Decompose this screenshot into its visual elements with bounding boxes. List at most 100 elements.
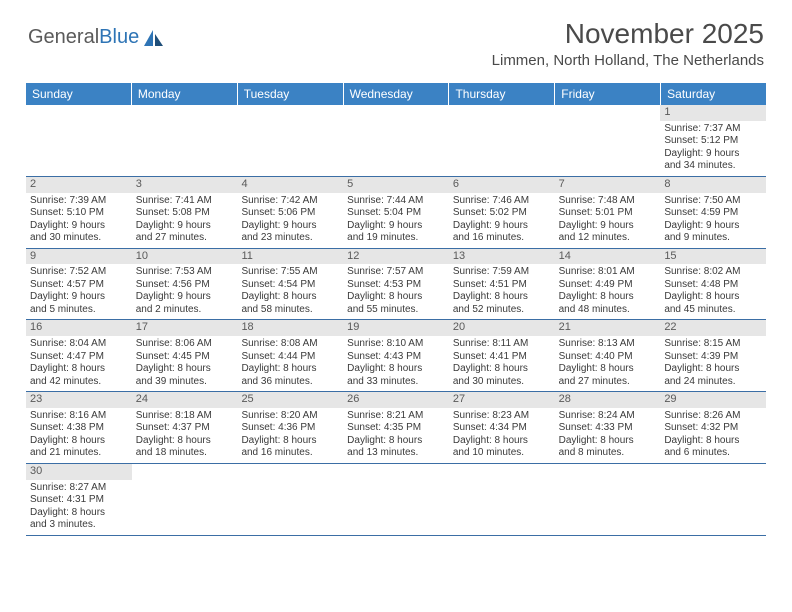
day-number: 11 — [237, 249, 343, 265]
title-block: November 2025 Limmen, North Holland, The… — [492, 18, 764, 69]
sunrise-text: Sunrise: 7:48 AM — [559, 195, 657, 208]
sunrise-text: Sunrise: 8:11 AM — [453, 338, 551, 351]
sunset-text: Sunset: 5:08 PM — [136, 207, 234, 220]
daylight-text: and 30 minutes. — [453, 376, 551, 389]
daylight-text: Daylight: 8 hours — [30, 363, 128, 376]
day-cell — [237, 105, 343, 176]
sunrise-text: Sunrise: 7:53 AM — [136, 266, 234, 279]
sunset-text: Sunset: 4:39 PM — [664, 351, 762, 364]
sunset-text: Sunset: 4:48 PM — [664, 279, 762, 292]
daylight-text: Daylight: 9 hours — [136, 291, 234, 304]
day-cell: 14Sunrise: 8:01 AMSunset: 4:49 PMDayligh… — [555, 249, 661, 320]
daylight-text: and 58 minutes. — [241, 304, 339, 317]
day-cell: 22Sunrise: 8:15 AMSunset: 4:39 PMDayligh… — [660, 320, 766, 391]
weekday-header: Wednesday — [344, 83, 450, 105]
sunrise-text: Sunrise: 8:26 AM — [664, 410, 762, 423]
daylight-text: Daylight: 9 hours — [664, 220, 762, 233]
daylight-text: Daylight: 8 hours — [453, 363, 551, 376]
day-cell: 2Sunrise: 7:39 AMSunset: 5:10 PMDaylight… — [26, 177, 132, 248]
day-cell: 4Sunrise: 7:42 AMSunset: 5:06 PMDaylight… — [237, 177, 343, 248]
sunrise-text: Sunrise: 8:16 AM — [30, 410, 128, 423]
daylight-text: and 45 minutes. — [664, 304, 762, 317]
day-number: 19 — [343, 320, 449, 336]
day-cell: 17Sunrise: 8:06 AMSunset: 4:45 PMDayligh… — [132, 320, 238, 391]
sunset-text: Sunset: 4:53 PM — [347, 279, 445, 292]
brand-logo: GeneralBlue — [28, 18, 165, 49]
day-number: 20 — [449, 320, 555, 336]
day-number: 30 — [26, 464, 132, 480]
day-cell: 29Sunrise: 8:26 AMSunset: 4:32 PMDayligh… — [660, 392, 766, 463]
sunrise-text: Sunrise: 7:59 AM — [453, 266, 551, 279]
daylight-text: and 12 minutes. — [559, 232, 657, 245]
sunset-text: Sunset: 5:02 PM — [453, 207, 551, 220]
sunrise-text: Sunrise: 8:20 AM — [241, 410, 339, 423]
sunset-text: Sunset: 4:57 PM — [30, 279, 128, 292]
sunset-text: Sunset: 4:54 PM — [241, 279, 339, 292]
sunset-text: Sunset: 4:35 PM — [347, 422, 445, 435]
sunset-text: Sunset: 4:37 PM — [136, 422, 234, 435]
sunset-text: Sunset: 4:51 PM — [453, 279, 551, 292]
day-number: 13 — [449, 249, 555, 265]
daylight-text: and 27 minutes. — [136, 232, 234, 245]
sail-icon — [143, 29, 165, 47]
sunrise-text: Sunrise: 8:18 AM — [136, 410, 234, 423]
daylight-text: Daylight: 8 hours — [241, 291, 339, 304]
day-cell: 10Sunrise: 7:53 AMSunset: 4:56 PMDayligh… — [132, 249, 238, 320]
sunrise-text: Sunrise: 8:24 AM — [559, 410, 657, 423]
sunset-text: Sunset: 4:47 PM — [30, 351, 128, 364]
day-number: 27 — [449, 392, 555, 408]
weekday-header: Thursday — [449, 83, 555, 105]
daylight-text: Daylight: 9 hours — [559, 220, 657, 233]
daylight-text: Daylight: 8 hours — [559, 363, 657, 376]
daylight-text: Daylight: 8 hours — [30, 435, 128, 448]
day-cell — [132, 105, 238, 176]
daylight-text: and 16 minutes. — [453, 232, 551, 245]
daylight-text: Daylight: 9 hours — [664, 148, 762, 161]
day-cell — [555, 464, 661, 535]
day-cell: 23Sunrise: 8:16 AMSunset: 4:38 PMDayligh… — [26, 392, 132, 463]
sunset-text: Sunset: 4:49 PM — [559, 279, 657, 292]
daylight-text: Daylight: 8 hours — [664, 363, 762, 376]
month-title: November 2025 — [492, 18, 764, 50]
daylight-text: Daylight: 8 hours — [347, 291, 445, 304]
day-cell: 6Sunrise: 7:46 AMSunset: 5:02 PMDaylight… — [449, 177, 555, 248]
sunrise-text: Sunrise: 8:10 AM — [347, 338, 445, 351]
day-cell — [237, 464, 343, 535]
day-cell: 5Sunrise: 7:44 AMSunset: 5:04 PMDaylight… — [343, 177, 449, 248]
day-cell: 1Sunrise: 7:37 AMSunset: 5:12 PMDaylight… — [660, 105, 766, 176]
weekday-header: Saturday — [661, 83, 766, 105]
daylight-text: Daylight: 8 hours — [664, 435, 762, 448]
daylight-text: Daylight: 8 hours — [136, 363, 234, 376]
daylight-text: Daylight: 8 hours — [559, 435, 657, 448]
daylight-text: Daylight: 9 hours — [30, 291, 128, 304]
sunset-text: Sunset: 4:36 PM — [241, 422, 339, 435]
day-cell: 7Sunrise: 7:48 AMSunset: 5:01 PMDaylight… — [555, 177, 661, 248]
weekday-header: Friday — [555, 83, 661, 105]
daylight-text: and 23 minutes. — [241, 232, 339, 245]
daylight-text: Daylight: 8 hours — [241, 435, 339, 448]
daylight-text: Daylight: 8 hours — [347, 435, 445, 448]
page-header: GeneralBlue November 2025 Limmen, North … — [0, 0, 792, 75]
daylight-text: Daylight: 8 hours — [664, 291, 762, 304]
sunset-text: Sunset: 4:41 PM — [453, 351, 551, 364]
daylight-text: and 34 minutes. — [664, 160, 762, 173]
day-cell: 13Sunrise: 7:59 AMSunset: 4:51 PMDayligh… — [449, 249, 555, 320]
day-number: 14 — [555, 249, 661, 265]
day-number: 16 — [26, 320, 132, 336]
daylight-text: and 3 minutes. — [30, 519, 128, 532]
daylight-text: and 24 minutes. — [664, 376, 762, 389]
daylight-text: Daylight: 9 hours — [453, 220, 551, 233]
daylight-text: and 39 minutes. — [136, 376, 234, 389]
sunset-text: Sunset: 4:31 PM — [30, 494, 128, 507]
sunset-text: Sunset: 4:44 PM — [241, 351, 339, 364]
daylight-text: Daylight: 8 hours — [347, 363, 445, 376]
sunrise-text: Sunrise: 8:15 AM — [664, 338, 762, 351]
sunset-text: Sunset: 4:34 PM — [453, 422, 551, 435]
day-cell: 24Sunrise: 8:18 AMSunset: 4:37 PMDayligh… — [132, 392, 238, 463]
day-number: 10 — [132, 249, 238, 265]
day-cell: 11Sunrise: 7:55 AMSunset: 4:54 PMDayligh… — [237, 249, 343, 320]
sunrise-text: Sunrise: 8:01 AM — [559, 266, 657, 279]
sunset-text: Sunset: 4:43 PM — [347, 351, 445, 364]
sunrise-text: Sunrise: 8:02 AM — [664, 266, 762, 279]
daylight-text: Daylight: 8 hours — [241, 363, 339, 376]
